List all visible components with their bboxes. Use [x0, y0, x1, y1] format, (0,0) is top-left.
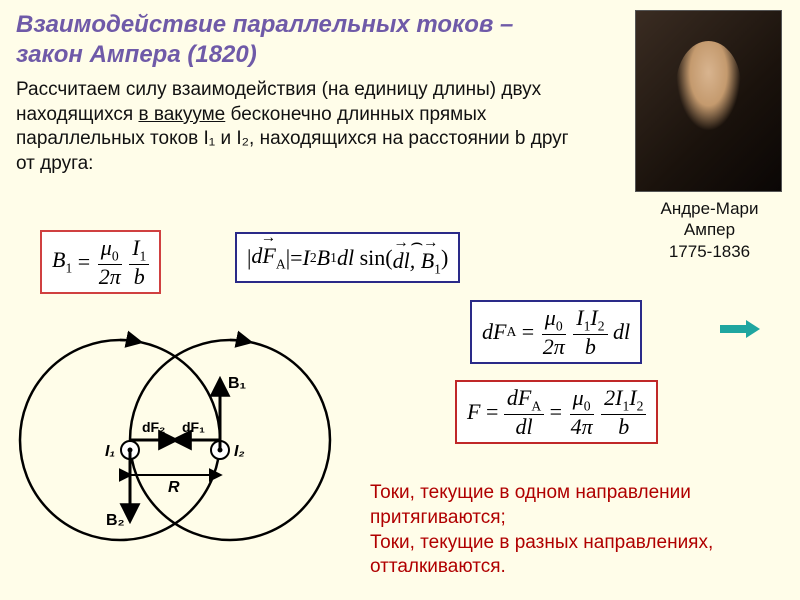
conclusion-line2: Токи, текущие в разных направлениях, отт…	[370, 532, 713, 578]
label-b1: B₁	[228, 375, 247, 392]
parallel-currents-diagram: B₁ B₂ dF₂ dF₁ R I₁ I₂	[10, 310, 340, 560]
portrait-name: Андре-Мари Ампер	[661, 199, 759, 239]
label-df2: dF₂	[142, 419, 165, 435]
formula-b1: B1 = μ0 2π I1 b	[40, 230, 161, 294]
label-df1: dF₁	[182, 419, 205, 435]
intro-paragraph: Рассчитаем силу взаимодействия (на едини…	[16, 78, 576, 177]
slide-title: Взаимодействие параллельных токов – зако…	[16, 10, 546, 70]
formula-dfa-sin: |dFA| = I2 B1 dl sin(dl, B1)	[235, 232, 460, 283]
portrait-years: 1775-1836	[669, 242, 750, 261]
equals: =	[72, 249, 95, 275]
conclusion-text: Токи, текущие в одном направлении притяг…	[370, 481, 785, 580]
portrait-caption: Андре-Мари Ампер 1775-1836	[637, 198, 782, 262]
b1-frac2: I1 b	[129, 236, 149, 288]
formula-dfa2: dFA = μ0 2π I1I2 b dl	[470, 300, 642, 364]
conclusion-line1: Токи, текущие в одном направлении притяг…	[370, 482, 691, 528]
b1-frac1: μ0 2π	[96, 236, 124, 288]
intro-underlined: в вакууме	[138, 104, 225, 125]
ampere-portrait	[635, 10, 782, 192]
formula-f: F = dFA dl = μ0 4π 2I1I2 b	[455, 380, 658, 444]
label-i2: I₂	[234, 443, 245, 460]
label-i1: I₁	[105, 443, 115, 460]
arrow-right-icon	[720, 320, 760, 338]
label-r: R	[168, 479, 180, 496]
b1-lhs: B1	[52, 247, 72, 276]
label-b2: B₂	[106, 512, 125, 529]
